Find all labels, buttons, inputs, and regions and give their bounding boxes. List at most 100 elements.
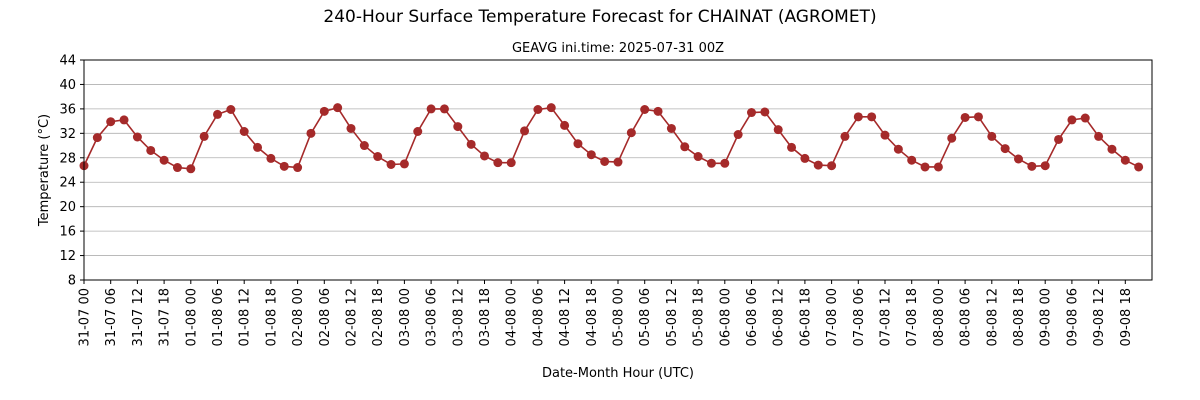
x-tick-label: 08-08 06 bbox=[959, 288, 974, 346]
x-tick-label: 01-08 06 bbox=[211, 288, 226, 346]
x-tick-label: 02-08 18 bbox=[371, 288, 386, 346]
data-point bbox=[480, 151, 489, 161]
data-point bbox=[640, 105, 650, 114]
x-tick-label: 09-08 12 bbox=[1092, 288, 1107, 346]
series-temperature bbox=[79, 103, 1144, 174]
y-tick-label: 32 bbox=[59, 127, 76, 142]
data-point bbox=[346, 123, 356, 133]
x-tick-label: 07-08 18 bbox=[905, 288, 920, 346]
data-point bbox=[613, 157, 623, 167]
x-tick-label: 04-08 06 bbox=[531, 288, 546, 346]
x-tick-label: 06-08 06 bbox=[745, 288, 760, 346]
x-tick-label: 06-08 18 bbox=[798, 288, 813, 346]
x-tick-label: 05-08 12 bbox=[665, 288, 680, 346]
x-tick-label: 04-08 00 bbox=[505, 288, 520, 346]
data-point bbox=[947, 133, 957, 143]
data-point bbox=[333, 103, 343, 113]
data-point bbox=[1120, 155, 1130, 165]
x-tick-label: 03-08 00 bbox=[398, 288, 413, 346]
data-point bbox=[920, 162, 930, 172]
data-point bbox=[533, 105, 543, 114]
data-point bbox=[146, 145, 156, 155]
data-point bbox=[1134, 162, 1144, 172]
data-point bbox=[226, 105, 236, 114]
x-tick-label: 05-08 06 bbox=[638, 288, 653, 346]
y-axis-label: Temperature (°C) bbox=[37, 114, 52, 227]
data-point bbox=[1080, 113, 1090, 123]
data-point bbox=[666, 123, 676, 133]
x-tick-label: 08-08 12 bbox=[985, 288, 1000, 346]
x-tick-label: 31-07 18 bbox=[158, 288, 173, 346]
x-tick-label: 09-08 00 bbox=[1039, 288, 1054, 346]
data-point bbox=[132, 132, 142, 142]
x-tick-label: 07-08 00 bbox=[825, 288, 840, 346]
x-tick-label: 03-08 06 bbox=[425, 288, 440, 346]
data-point bbox=[680, 142, 690, 152]
data-point bbox=[813, 160, 823, 170]
x-tick-label: 02-08 12 bbox=[345, 288, 360, 346]
x-tick-label: 01-08 18 bbox=[264, 288, 279, 346]
data-point bbox=[199, 131, 209, 141]
data-point bbox=[560, 120, 570, 130]
data-point bbox=[493, 158, 503, 168]
data-point bbox=[1040, 161, 1050, 171]
data-point bbox=[773, 125, 783, 135]
y-axis: 8 12 16 20 24 28 32 36 40 44 bbox=[59, 54, 84, 289]
data-point bbox=[987, 131, 997, 141]
data-point bbox=[439, 104, 449, 114]
data-point bbox=[1067, 115, 1077, 125]
x-tick-label: 07-08 06 bbox=[852, 288, 867, 346]
plot-frame bbox=[83, 59, 1153, 281]
data-point bbox=[600, 156, 610, 166]
data-point bbox=[706, 158, 716, 168]
data-point bbox=[853, 112, 863, 122]
x-tick-label: 01-08 12 bbox=[238, 288, 253, 346]
x-tick-label: 08-08 18 bbox=[1012, 288, 1027, 346]
data-point bbox=[239, 127, 249, 136]
y-tick-label: 12 bbox=[59, 249, 76, 264]
data-point bbox=[1027, 161, 1037, 171]
data-point bbox=[973, 112, 983, 122]
data-point bbox=[867, 112, 877, 122]
data-point bbox=[840, 131, 850, 141]
x-axis-label: Date-Month Hour (UTC) bbox=[542, 366, 694, 381]
data-point bbox=[1107, 144, 1117, 154]
data-point bbox=[546, 103, 556, 113]
data-point bbox=[172, 163, 182, 173]
data-point bbox=[760, 107, 770, 117]
data-point bbox=[933, 162, 943, 172]
chart-title: 240-Hour Surface Temperature Forecast fo… bbox=[323, 7, 876, 27]
data-point bbox=[266, 153, 276, 163]
data-point bbox=[586, 150, 596, 160]
data-point bbox=[506, 158, 516, 168]
data-point bbox=[279, 161, 289, 171]
data-point bbox=[1094, 131, 1104, 141]
x-tick-label: 04-08 18 bbox=[585, 288, 600, 346]
y-tick-label: 16 bbox=[59, 225, 76, 240]
x-tick-label: 05-08 00 bbox=[612, 288, 627, 346]
data-point bbox=[520, 126, 530, 136]
x-tick-label: 07-08 12 bbox=[879, 288, 894, 346]
data-point bbox=[92, 133, 102, 143]
data-point bbox=[1014, 154, 1023, 164]
x-tick-label: 03-08 18 bbox=[478, 288, 493, 346]
data-point bbox=[893, 144, 903, 154]
y-tick-label: 24 bbox=[59, 176, 76, 191]
x-tick-label: 04-08 12 bbox=[558, 288, 573, 346]
data-point bbox=[626, 128, 636, 138]
data-point bbox=[800, 153, 810, 163]
data-point bbox=[399, 159, 409, 169]
data-point bbox=[573, 139, 583, 149]
x-tick-label: 05-08 18 bbox=[692, 288, 707, 346]
x-tick-label: 06-08 00 bbox=[718, 288, 733, 346]
x-tick-label: 02-08 00 bbox=[291, 288, 306, 346]
x-tick-label: 09-08 06 bbox=[1065, 288, 1080, 346]
data-point bbox=[386, 160, 396, 169]
data-point bbox=[880, 130, 890, 140]
y-tick-label: 44 bbox=[59, 54, 76, 69]
data-point bbox=[213, 109, 222, 119]
gridlines bbox=[84, 59, 1152, 281]
data-point bbox=[319, 106, 329, 116]
data-point bbox=[720, 158, 730, 168]
x-tick-label: 01-08 00 bbox=[184, 288, 199, 346]
